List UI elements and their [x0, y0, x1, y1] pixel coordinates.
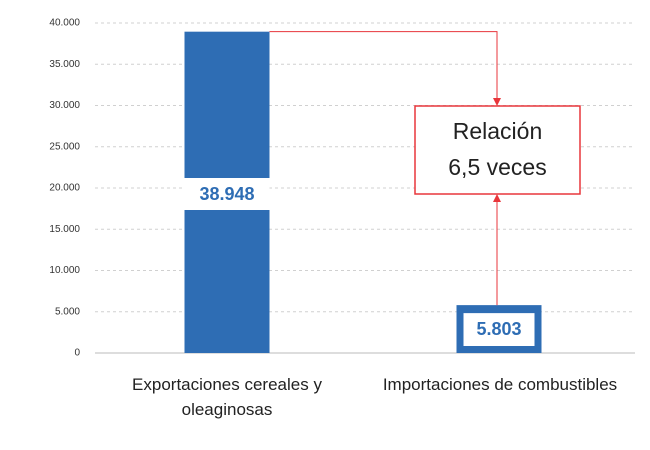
annotation-box — [414, 105, 581, 195]
value-label-box — [184, 178, 270, 210]
value-label: 5.803 — [476, 319, 521, 339]
value-label-box — [463, 313, 535, 346]
y-tick-label: 5.000 — [55, 306, 80, 317]
y-tick-label: 35.000 — [49, 59, 80, 70]
y-tick-label: 0 — [74, 348, 80, 359]
y-tick-label: 40.000 — [49, 18, 80, 29]
y-tick-label: 15.000 — [49, 224, 80, 235]
y-tick-label: 20.000 — [49, 183, 80, 194]
x-tick-label: Importaciones de combustibles — [382, 375, 618, 394]
arrow-line — [269, 31, 498, 102]
annotation: 6,5 veces — [448, 154, 546, 180]
annotation: Relación — [453, 118, 543, 144]
y-tick-label: 10.000 — [49, 265, 80, 276]
arrow-head — [493, 194, 501, 202]
arrow-head — [493, 98, 501, 106]
value-label: 38.948 — [199, 184, 254, 204]
y-tick-label: 25.000 — [49, 141, 80, 152]
y-tick-label: 30.000 — [49, 100, 80, 111]
x-tick-label: Exportaciones cereales y oleaginosas — [132, 375, 322, 419]
